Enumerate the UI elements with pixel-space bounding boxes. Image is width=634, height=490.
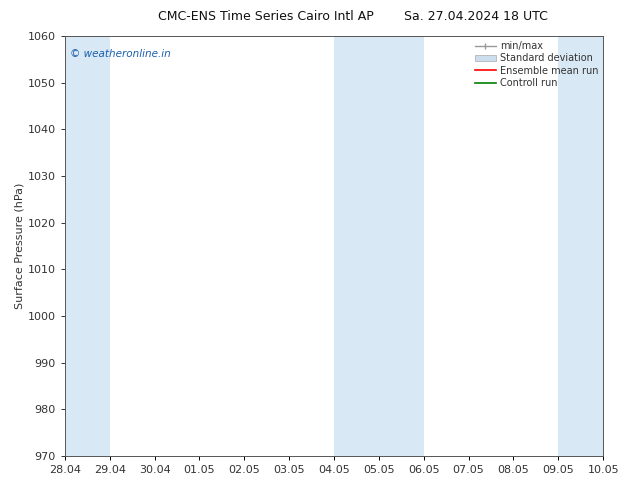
Text: CMC-ENS Time Series Cairo Intl AP: CMC-ENS Time Series Cairo Intl AP	[158, 10, 374, 23]
Text: © weatheronline.in: © weatheronline.in	[70, 49, 171, 59]
Bar	[65, 36, 110, 456]
Bar	[334, 36, 424, 456]
Bar	[559, 36, 634, 456]
Y-axis label: Surface Pressure (hPa): Surface Pressure (hPa)	[15, 183, 25, 309]
Legend: min/max, Standard deviation, Ensemble mean run, Controll run: min/max, Standard deviation, Ensemble me…	[472, 39, 600, 90]
Text: Sa. 27.04.2024 18 UTC: Sa. 27.04.2024 18 UTC	[404, 10, 547, 23]
